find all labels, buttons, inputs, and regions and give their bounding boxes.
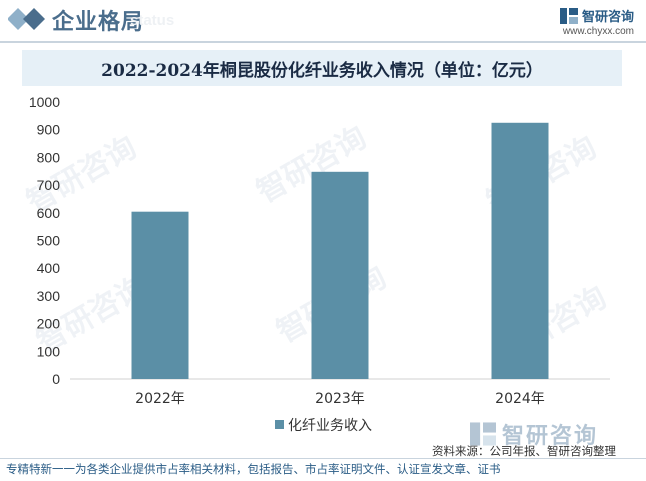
header-divider [0,41,646,43]
logo-watermark: 智研咨询 [470,418,598,450]
legend-swatch [275,420,284,429]
brand-url: www.chyxx.com [562,26,634,37]
source-note: 资料来源：公司年报、智研咨询整理 [432,444,616,458]
y-tick-label: 400 [37,260,61,276]
header: 企业格局 status 智研咨询 www.chyxx.com [0,0,646,40]
y-tick-label: 900 [37,122,61,138]
logo-watermark-icon [470,422,496,446]
y-tick-label: 1000 [29,94,60,110]
y-tick-label: 300 [37,288,61,304]
diamond-icons [8,8,45,30]
x-tick-label: 2024年 [495,391,545,407]
y-tick-label: 0 [52,371,60,387]
y-tick-label: 800 [37,149,61,165]
brand-logo-icon [559,7,578,24]
y-tick-label: 500 [37,233,61,249]
y-tick-label: 700 [37,177,61,193]
chart-title: 2022-2024年桐昆股份化纤业务收入情况（单位：亿元） [22,50,622,86]
y-tick-label: 200 [37,316,61,332]
footer-divider [0,458,646,459]
y-tick-label: 600 [37,205,61,221]
bar [131,211,189,379]
section-title: 企业格局 [52,10,145,35]
header-watermark: status [130,12,175,29]
y-tick-label: 100 [37,343,61,359]
bar [491,122,549,380]
footer-tagline: 专精特新一一为各类企业提供市占率相关材料，包括报告、市占率证明文件、认证宣发文章… [6,462,501,476]
brand-name: 智研咨询 [581,10,634,25]
x-tick-label: 2023年 [315,391,365,407]
brand: 智研咨询 www.chyxx.com [559,6,634,37]
x-tick-label: 2022年 [135,391,185,407]
logo-watermark-text: 智研咨询 [502,424,599,449]
legend-label: 化纤业务收入 [288,418,372,434]
bar [311,171,369,379]
